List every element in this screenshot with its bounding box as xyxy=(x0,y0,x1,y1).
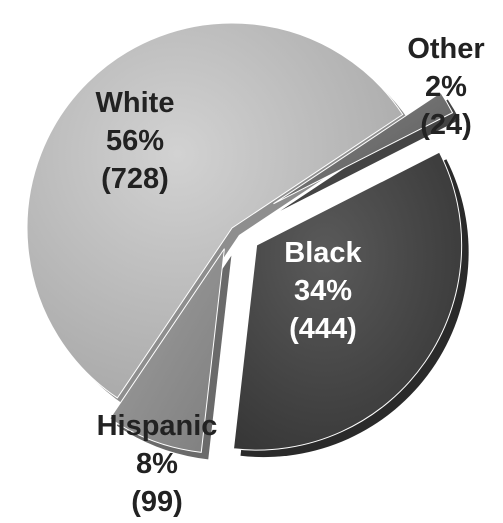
pie-label-hispanic-percent: 8% xyxy=(136,448,178,480)
pie-label-black-count: (444) xyxy=(289,313,357,345)
pie-label-hispanic-name: Hispanic xyxy=(97,410,218,442)
pie-label-white: White 56% (728) xyxy=(96,87,175,195)
pie-label-white-percent: 56% xyxy=(106,125,164,157)
pie-label-black-percent: 34% xyxy=(294,275,352,307)
pie-label-hispanic-count: (99) xyxy=(131,486,183,518)
pie-label-other-name: Other xyxy=(407,33,484,65)
pie-label-black: Black 34% (444) xyxy=(284,237,362,345)
labels-layer: White 56% (728) Other 2% (24) Black 34% (444) His… xyxy=(96,33,485,518)
pie-label-other: Other 2% (24) xyxy=(407,33,484,141)
pie-slice-black xyxy=(232,151,463,451)
pie-label-white-name: White xyxy=(96,87,175,119)
slices-layer xyxy=(26,22,469,460)
pie-label-black-name: Black xyxy=(284,237,362,269)
pie-label-white-count: (728) xyxy=(101,163,169,195)
pie-slice-white xyxy=(26,22,404,399)
pie-label-hispanic: Hispanic 8% (99) xyxy=(97,410,218,518)
pie-label-other-count: (24) xyxy=(420,109,472,141)
pie-slice-other xyxy=(273,91,454,205)
pie-label-other-percent: 2% xyxy=(425,71,467,103)
pie-slice-hispanic xyxy=(109,248,225,453)
